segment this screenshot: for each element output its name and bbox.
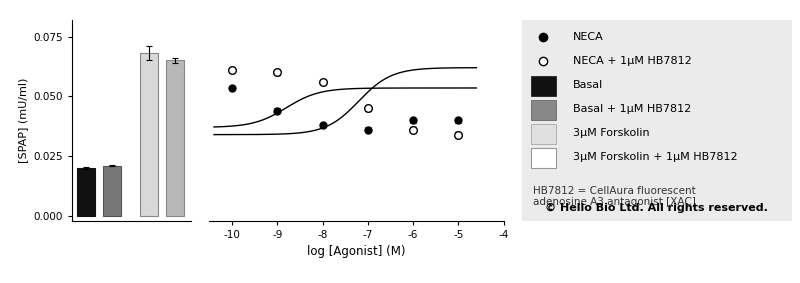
Text: © Hello Bio Ltd. All rights reserved.: © Hello Bio Ltd. All rights reserved.: [546, 203, 768, 213]
Bar: [77, 168, 95, 216]
Text: NECA + 1μM HB7812: NECA + 1μM HB7812: [573, 56, 692, 66]
Text: 3μM Forskolin: 3μM Forskolin: [573, 128, 650, 138]
Text: NECA: NECA: [573, 32, 604, 42]
Bar: [531, 124, 555, 144]
Bar: [166, 61, 184, 216]
Bar: [140, 53, 158, 216]
Bar: [103, 166, 121, 216]
Text: Basal + 1μM HB7812: Basal + 1μM HB7812: [573, 104, 691, 114]
Y-axis label: [SPAP] (mU/ml): [SPAP] (mU/ml): [18, 78, 28, 163]
X-axis label: log [Agonist] (M): log [Agonist] (M): [307, 245, 406, 258]
Text: HB7812 = CellAura fluorescent
adenosine A3 antagonist [XAC]: HB7812 = CellAura fluorescent adenosine …: [533, 186, 695, 207]
Bar: [531, 76, 555, 96]
Text: 3μM Forskolin + 1μM HB7812: 3μM Forskolin + 1μM HB7812: [573, 153, 738, 162]
Bar: [531, 100, 555, 120]
Text: Basal: Basal: [573, 80, 603, 90]
Bar: [531, 148, 555, 168]
